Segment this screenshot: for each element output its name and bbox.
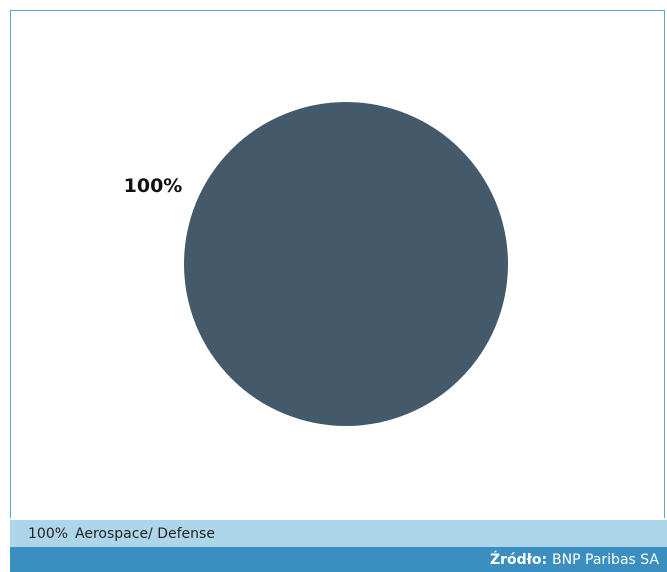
slice-label: 100% xyxy=(124,175,183,197)
source-value: BNP Paribas SA xyxy=(552,551,659,568)
source-label: Źródło: xyxy=(489,551,548,568)
legend-bar: 100% Aerospace/ Defense xyxy=(10,520,667,547)
legend-item-pct: 100% xyxy=(28,525,69,542)
pie-slices xyxy=(184,102,508,426)
pie-chart: 100% xyxy=(124,102,508,426)
source-bar: Źródło: BNP Paribas SA xyxy=(10,547,667,572)
legend-item-label: Aerospace/ Defense xyxy=(75,525,215,542)
pie-slice-0 xyxy=(184,102,508,426)
